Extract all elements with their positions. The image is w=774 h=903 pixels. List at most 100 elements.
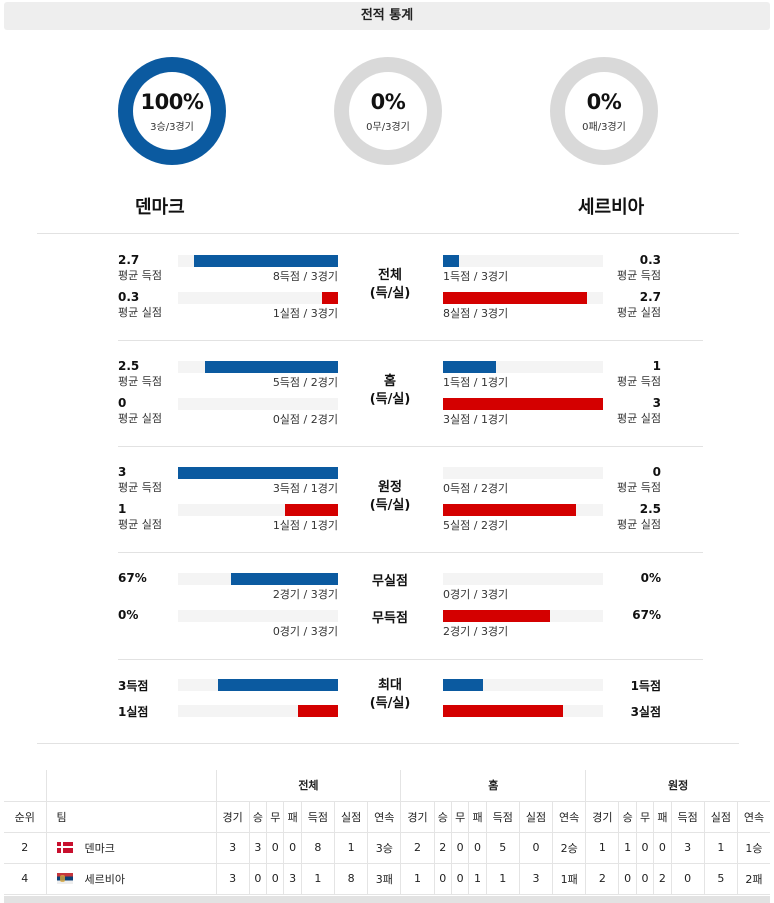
away-bar-track — [443, 610, 603, 622]
section-label: 원정 (득/실) — [350, 479, 430, 515]
section-label-line: 최대 — [378, 678, 402, 693]
stat-cell: 1승 — [736, 831, 770, 864]
stat-cell: 1 — [468, 862, 487, 895]
stat-cell: 3 — [215, 831, 250, 864]
home-bar-track — [178, 361, 338, 373]
stat-cell: 2 — [585, 862, 620, 895]
team-name: 덴마크 — [84, 841, 115, 855]
away-stat-value: 1 — [652, 359, 661, 373]
home-bar-fill — [298, 705, 338, 717]
home-bar-caption: 0실점 / 2경기 — [272, 413, 338, 426]
column-header: 득점 — [300, 800, 336, 833]
stat-cell: 0 — [635, 862, 655, 895]
away-bar-caption: 0득점 / 2경기 — [443, 482, 509, 495]
home-stat-value: 0% — [118, 608, 139, 622]
home-bar-fill — [218, 679, 338, 691]
team-name: 세르비아 — [84, 872, 125, 886]
team-cell[interactable]: 덴마크 — [45, 831, 217, 864]
column-header: 패 — [283, 800, 302, 833]
stat-cell: 0 — [635, 831, 655, 864]
home-stat-value: 3득점 — [118, 679, 149, 693]
stat-cell: 0 — [433, 862, 452, 895]
column-header: 실점 — [703, 800, 738, 833]
away-stat-value: 3실점 — [630, 705, 661, 719]
stat-cell: 8 — [333, 862, 369, 895]
away-bar-fill — [443, 361, 496, 373]
column-header: 경기 — [585, 800, 620, 833]
column-header-row: 순위 팀 경기 승 무 패 득점 실점 연속 경기 승 무 패 득점 실점 연속 경기 승 무 패 득점 실점 연속 — [4, 800, 770, 833]
section-label-line: 전체 — [378, 268, 402, 283]
home-stat-value: 3 — [118, 465, 127, 479]
away-stat-label: 평균 실점 — [617, 412, 661, 425]
group-header-home: 홈 — [400, 770, 587, 802]
home-bar-caption: 1실점 / 3경기 — [272, 307, 338, 320]
column-header: 연속 — [552, 800, 587, 833]
away-bar-fill — [443, 705, 563, 717]
stat-cell: 0 — [266, 831, 285, 864]
stat-cell: 2 — [400, 831, 435, 864]
column-header: 경기 — [215, 800, 250, 833]
group-header-all: 전체 — [215, 770, 402, 802]
home-stat-value: 0.3 — [118, 290, 140, 304]
away-stat-value: 67% — [632, 608, 661, 622]
denmark-flag-icon — [56, 841, 73, 853]
stat-cell: 1 — [703, 831, 738, 864]
section-label: 무득점 — [372, 611, 408, 626]
away-team-name: 세르비아 — [578, 197, 645, 218]
away-stat-label: 평균 득점 — [617, 269, 661, 282]
away-bar-caption: 5실점 / 2경기 — [443, 519, 509, 532]
away-stat-value: 2.7 — [639, 290, 661, 304]
home-bar-caption: 3득점 / 1경기 — [272, 482, 338, 495]
column-header: 승 — [433, 800, 452, 833]
rank-cell: 2 — [4, 831, 47, 864]
section-divider — [37, 233, 739, 234]
away-bar-track — [443, 255, 603, 267]
team-cell[interactable]: 세르비아 — [45, 862, 217, 895]
stat-cell: 1 — [585, 831, 620, 864]
section-label-line: (득/실) — [369, 498, 411, 513]
stat-cell: 0 — [283, 831, 302, 864]
draw-rate-value: 0% — [370, 90, 406, 114]
away-bar-fill — [443, 679, 483, 691]
stat-cell: 5 — [703, 862, 738, 895]
section-label-line: 홈 — [384, 374, 396, 389]
home-stat-label: 평균 실점 — [118, 412, 162, 425]
draw-rate-donut: 0% 0무/3경기 — [334, 57, 442, 165]
stat-cell: 1 — [300, 862, 336, 895]
section-divider — [37, 743, 739, 744]
away-bar-fill — [443, 398, 603, 410]
away-bar-caption: 8실점 / 3경기 — [443, 307, 509, 320]
section-label: 홈 (득/실) — [350, 373, 430, 409]
home-bar-caption: 0경기 / 3경기 — [272, 625, 338, 638]
section-label-line: (득/실) — [369, 286, 411, 301]
column-header: 패 — [653, 800, 672, 833]
stat-cell: 0 — [450, 862, 470, 895]
stat-cell: 0 — [653, 831, 672, 864]
home-bar-track — [178, 255, 338, 267]
table-row: 4 세르비아 3 0 0 3 1 8 3패 1 0 0 1 1 3 1패 2 0 0 2 0 5 2패 — [4, 862, 770, 895]
home-bar-track — [178, 467, 338, 479]
home-stat-value: 1 — [118, 502, 127, 516]
team-header-spacer — [45, 770, 217, 802]
away-bar-fill — [443, 610, 550, 622]
column-header: 무 — [635, 800, 655, 833]
stat-cell: 8 — [300, 831, 336, 864]
section-divider — [118, 659, 703, 660]
home-stat-value: 1실점 — [118, 705, 149, 719]
home-bar-fill — [231, 573, 338, 585]
win-rate-value: 100% — [140, 90, 204, 114]
home-bar-caption: 8득점 / 3경기 — [272, 270, 338, 283]
stat-cell: 3승 — [367, 831, 402, 864]
loss-rate-label: 0패/3경기 — [582, 122, 626, 133]
home-stat-value: 2.7 — [118, 253, 140, 267]
section-header: 전적 통계 — [4, 2, 770, 30]
away-bar-caption: 1득점 / 1경기 — [443, 376, 509, 389]
home-stat-label: 평균 실점 — [118, 518, 162, 531]
section-label-line: 원정 — [378, 480, 402, 495]
column-header: 실점 — [518, 800, 554, 833]
away-bar-fill — [443, 292, 587, 304]
away-stat-value: 1득점 — [630, 679, 661, 693]
stat-cell: 0 — [266, 862, 285, 895]
group-header-away: 원정 — [585, 770, 770, 802]
stat-cell: 1패 — [552, 862, 587, 895]
